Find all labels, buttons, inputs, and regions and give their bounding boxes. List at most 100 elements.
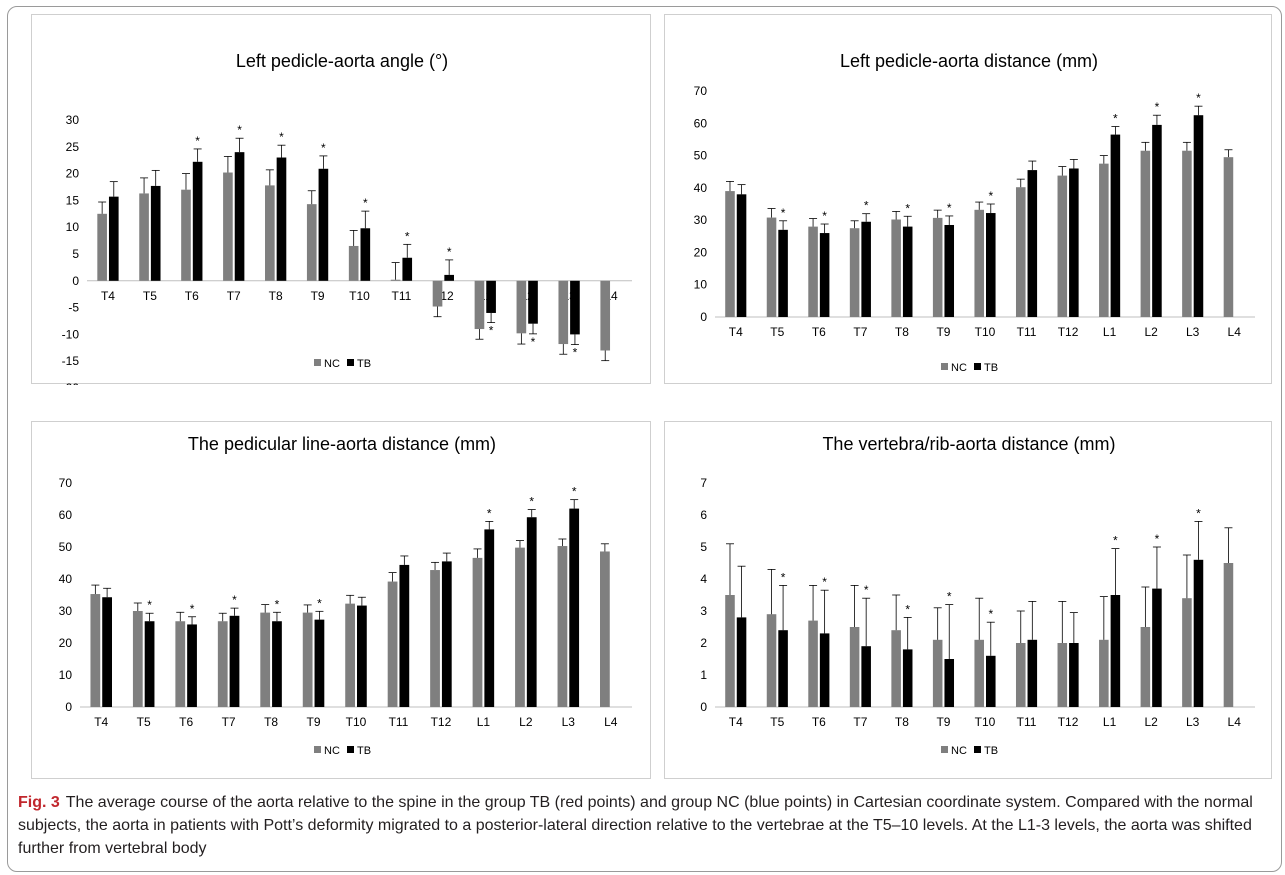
y-tick-label: 50 xyxy=(59,540,73,554)
y-tick-label: 0 xyxy=(72,274,79,288)
bar-tb xyxy=(229,615,240,707)
legend-swatch-nc xyxy=(314,746,321,753)
category-label: T10 xyxy=(349,289,370,303)
y-tick-label: 2 xyxy=(700,636,707,650)
category-label: T5 xyxy=(770,325,784,339)
chart-panel-pedicular-line-aorta-distance: The pedicular line-aorta distance (mm) 0 1… xyxy=(31,421,651,779)
chart-title: The vertebra/rib-aorta distance (mm) xyxy=(822,434,1115,454)
bar-nc xyxy=(808,226,818,317)
bar-nc xyxy=(932,217,943,317)
category-label: T5 xyxy=(137,715,151,729)
bar-nc xyxy=(302,612,313,707)
bar-nc xyxy=(808,620,818,707)
legend-label-nc: NC xyxy=(951,745,967,757)
significance-marker: * xyxy=(822,209,827,223)
bar-nc xyxy=(600,551,610,707)
significance-marker: * xyxy=(1113,112,1118,126)
bar-nc xyxy=(97,213,107,281)
chart-panel-left-pedicle-aorta-angle: Left pedicle-aorta angle (°) -20 -15 -10 -5 0… xyxy=(31,14,651,385)
bar-tb xyxy=(1069,168,1079,317)
significance-marker: * xyxy=(487,506,492,520)
chart-pedicular-line-aorta-distance: The pedicular line-aorta distance (mm) 0 1… xyxy=(59,434,632,757)
bar-nc xyxy=(474,280,485,330)
chart-title: The pedicular line-aorta distance (mm) xyxy=(188,434,496,454)
y-tick-label: -10 xyxy=(62,327,80,341)
significance-marker: * xyxy=(237,123,242,137)
bar-tb xyxy=(526,517,537,707)
category-label: T9 xyxy=(307,715,321,729)
y-tick-label: 0 xyxy=(65,700,72,714)
bar-nc xyxy=(516,280,527,334)
bar-nc xyxy=(557,546,568,707)
bar-tb xyxy=(570,280,580,335)
category-label: T7 xyxy=(853,325,867,339)
y-tick-label: 30 xyxy=(59,604,73,618)
significance-marker: * xyxy=(1155,532,1160,546)
category-label: L2 xyxy=(1144,715,1158,729)
category-label: T9 xyxy=(936,715,950,729)
bar-nc xyxy=(1015,643,1026,707)
y-tick-label: 10 xyxy=(66,220,80,234)
category-label: T11 xyxy=(389,715,409,729)
significance-marker: * xyxy=(1196,91,1201,105)
bar-tb xyxy=(1027,170,1038,317)
chart-panel-vertebra-rib-aorta-distance: The vertebra/rib-aorta distance (mm) 0 1 2 3… xyxy=(664,421,1272,779)
bar-tb xyxy=(444,274,454,281)
chart-left-pedicle-aorta-distance: Left pedicle-aorta distance (mm) 0 10 20 30 4… xyxy=(694,51,1255,374)
y-tick-label: 70 xyxy=(59,476,73,490)
category-label: L1 xyxy=(1103,715,1117,729)
bar-tb xyxy=(778,229,788,317)
bar-tb xyxy=(314,619,325,707)
bar-tb xyxy=(192,161,203,281)
legend-label-nc: NC xyxy=(951,362,967,374)
y-tick-label: 30 xyxy=(694,213,708,227)
bar-nc xyxy=(515,547,525,707)
significance-marker: * xyxy=(275,597,280,611)
y-tick-label: 70 xyxy=(694,84,708,98)
significance-marker: * xyxy=(405,229,410,243)
legend-label-tb: TB xyxy=(357,358,371,370)
bar-nc xyxy=(725,191,735,317)
category-label: T12 xyxy=(1058,715,1079,729)
bar-tb xyxy=(1027,639,1038,707)
figure-caption-text: The average course of the aorta relative… xyxy=(18,794,1253,857)
significance-marker: * xyxy=(988,607,993,621)
category-label: T9 xyxy=(936,325,950,339)
bar-tb xyxy=(357,605,367,707)
bar-nc xyxy=(175,621,186,707)
bar-nc xyxy=(390,279,401,281)
category-label: L2 xyxy=(519,715,533,729)
bar-nc xyxy=(1182,150,1192,317)
category-label: T8 xyxy=(895,715,909,729)
legend-swatch-tb xyxy=(347,746,354,753)
bar-nc xyxy=(849,627,860,707)
legend-label-tb: TB xyxy=(357,745,371,757)
bar-tb xyxy=(360,228,371,281)
y-tick-label: 0 xyxy=(700,700,707,714)
bar-tb xyxy=(736,617,747,707)
bar-tb xyxy=(150,185,161,281)
category-label: T5 xyxy=(770,715,784,729)
y-tick-label: 4 xyxy=(700,572,707,586)
legend-swatch-tb xyxy=(974,746,981,753)
bar-tb xyxy=(399,564,410,707)
y-tick-label: 20 xyxy=(66,167,80,181)
bar-tb xyxy=(108,196,119,281)
bar-tb xyxy=(1069,643,1079,707)
category-label: T12 xyxy=(431,715,452,729)
y-tick-label: 5 xyxy=(72,247,79,261)
bar-nc xyxy=(974,209,984,317)
y-tick-label: 50 xyxy=(694,149,708,163)
y-tick-label: 40 xyxy=(59,572,73,586)
significance-marker: * xyxy=(232,593,237,607)
bar-nc xyxy=(849,228,860,317)
category-label: T10 xyxy=(975,325,996,339)
y-tick-label: 3 xyxy=(700,604,707,618)
bar-nc xyxy=(725,595,735,707)
y-tick-label: 40 xyxy=(694,181,708,195)
significance-marker: * xyxy=(988,189,993,203)
bar-tb xyxy=(318,168,329,281)
significance-marker: * xyxy=(363,196,368,210)
bar-tb xyxy=(944,659,955,707)
bar-nc xyxy=(345,603,355,707)
